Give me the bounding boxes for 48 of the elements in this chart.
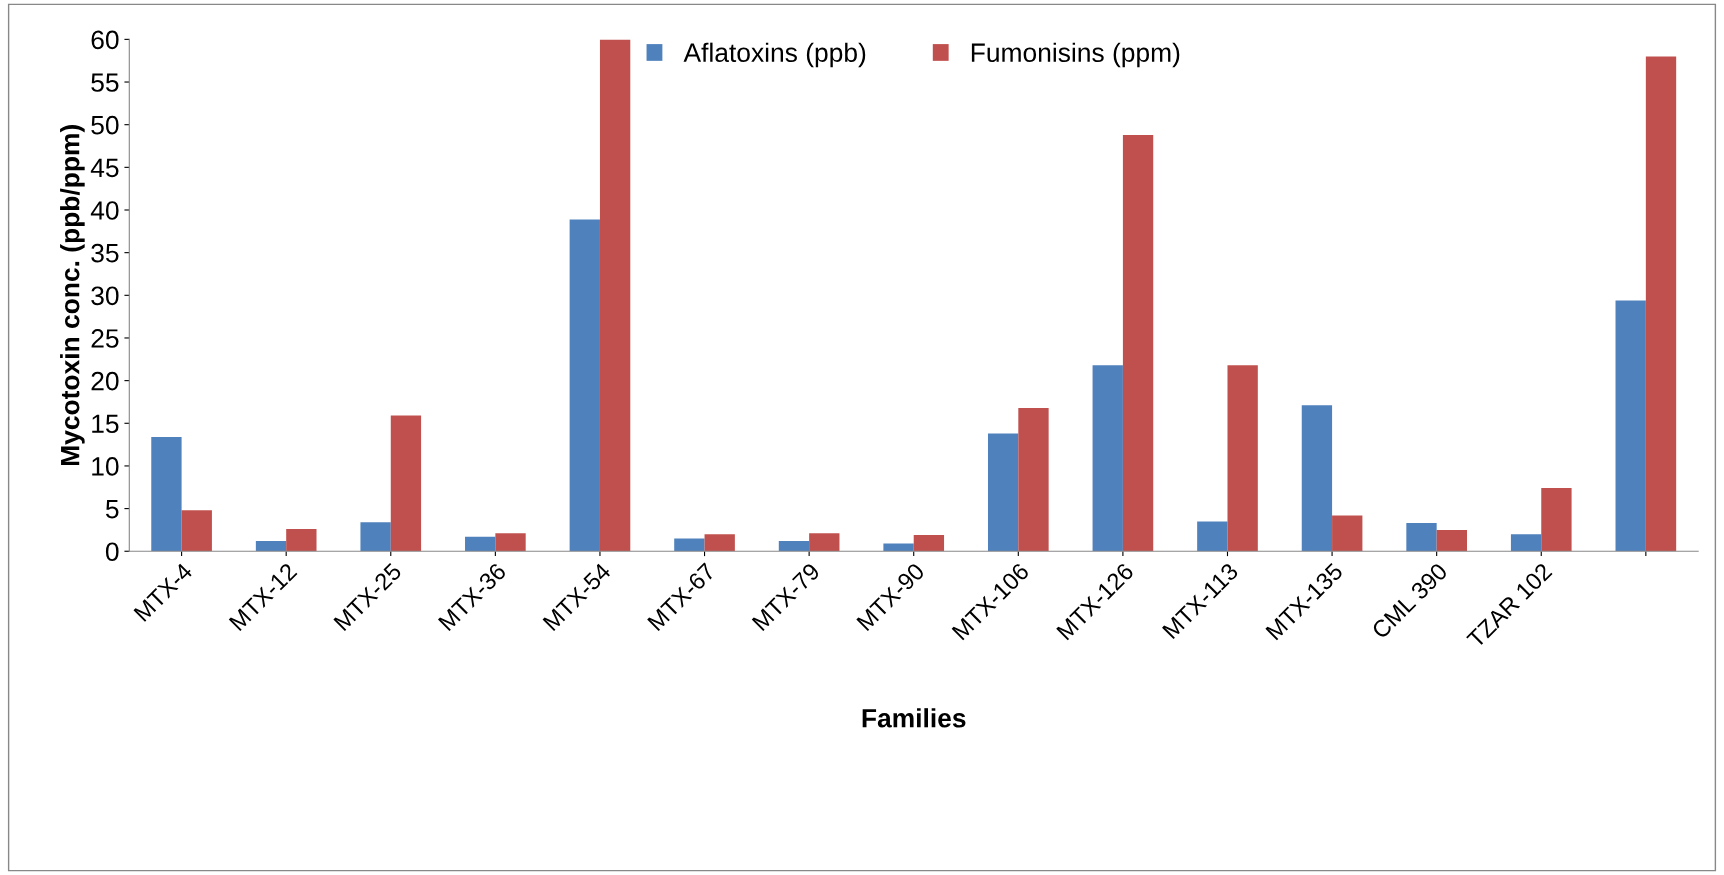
bar bbox=[809, 533, 840, 552]
y-tick-label: 55 bbox=[91, 73, 119, 92]
bar bbox=[913, 535, 945, 552]
bar bbox=[286, 529, 317, 552]
bar bbox=[1122, 134, 1154, 552]
y-tick-label: 25 bbox=[91, 329, 119, 348]
bar bbox=[390, 415, 422, 552]
bar bbox=[465, 536, 496, 552]
bar bbox=[1301, 405, 1333, 552]
bar bbox=[495, 533, 526, 552]
y-tick-label: 60 bbox=[91, 30, 119, 50]
bar bbox=[674, 538, 705, 552]
y-tick-label: 35 bbox=[91, 243, 119, 263]
y-tick-label: 30 bbox=[91, 286, 119, 306]
y-tick-label: 5 bbox=[105, 500, 119, 519]
bar bbox=[704, 534, 735, 552]
x-axis-title: Families bbox=[862, 708, 966, 728]
bar bbox=[1197, 521, 1228, 552]
bar bbox=[1615, 300, 1646, 552]
bar bbox=[1645, 56, 1677, 552]
bar bbox=[778, 541, 810, 552]
y-tick-label: 15 bbox=[92, 414, 119, 434]
bar bbox=[1406, 523, 1437, 552]
bar bbox=[1332, 515, 1363, 552]
x-tick-label: CML 390 bbox=[1370, 562, 1449, 640]
bar bbox=[1018, 407, 1049, 552]
y-tick-label: 50 bbox=[91, 115, 119, 135]
bar bbox=[360, 522, 391, 552]
legend-label: Fumonisins (ppm) bbox=[971, 42, 1180, 68]
bar bbox=[599, 39, 631, 552]
y-tick-label: 20 bbox=[91, 371, 119, 391]
bar bbox=[569, 219, 600, 552]
y-axis-title: Mycotoxin conc. (ppb/ppm) bbox=[60, 125, 85, 466]
y-tick-label: 45 bbox=[90, 158, 119, 178]
legend-label: Aflatoxins (ppb) bbox=[683, 42, 866, 68]
bar bbox=[255, 541, 287, 552]
bar bbox=[151, 436, 182, 552]
y-tick-label: 40 bbox=[90, 201, 119, 220]
y-tick-label: 10 bbox=[92, 457, 119, 476]
bar bbox=[1092, 365, 1123, 552]
bar bbox=[987, 433, 1019, 552]
bar bbox=[1510, 534, 1542, 552]
y-tick-label: 0 bbox=[105, 542, 119, 562]
bar bbox=[1436, 529, 1467, 552]
bar bbox=[883, 543, 914, 552]
bar bbox=[1541, 488, 1572, 552]
bar bbox=[1227, 365, 1258, 552]
bar bbox=[181, 510, 212, 552]
